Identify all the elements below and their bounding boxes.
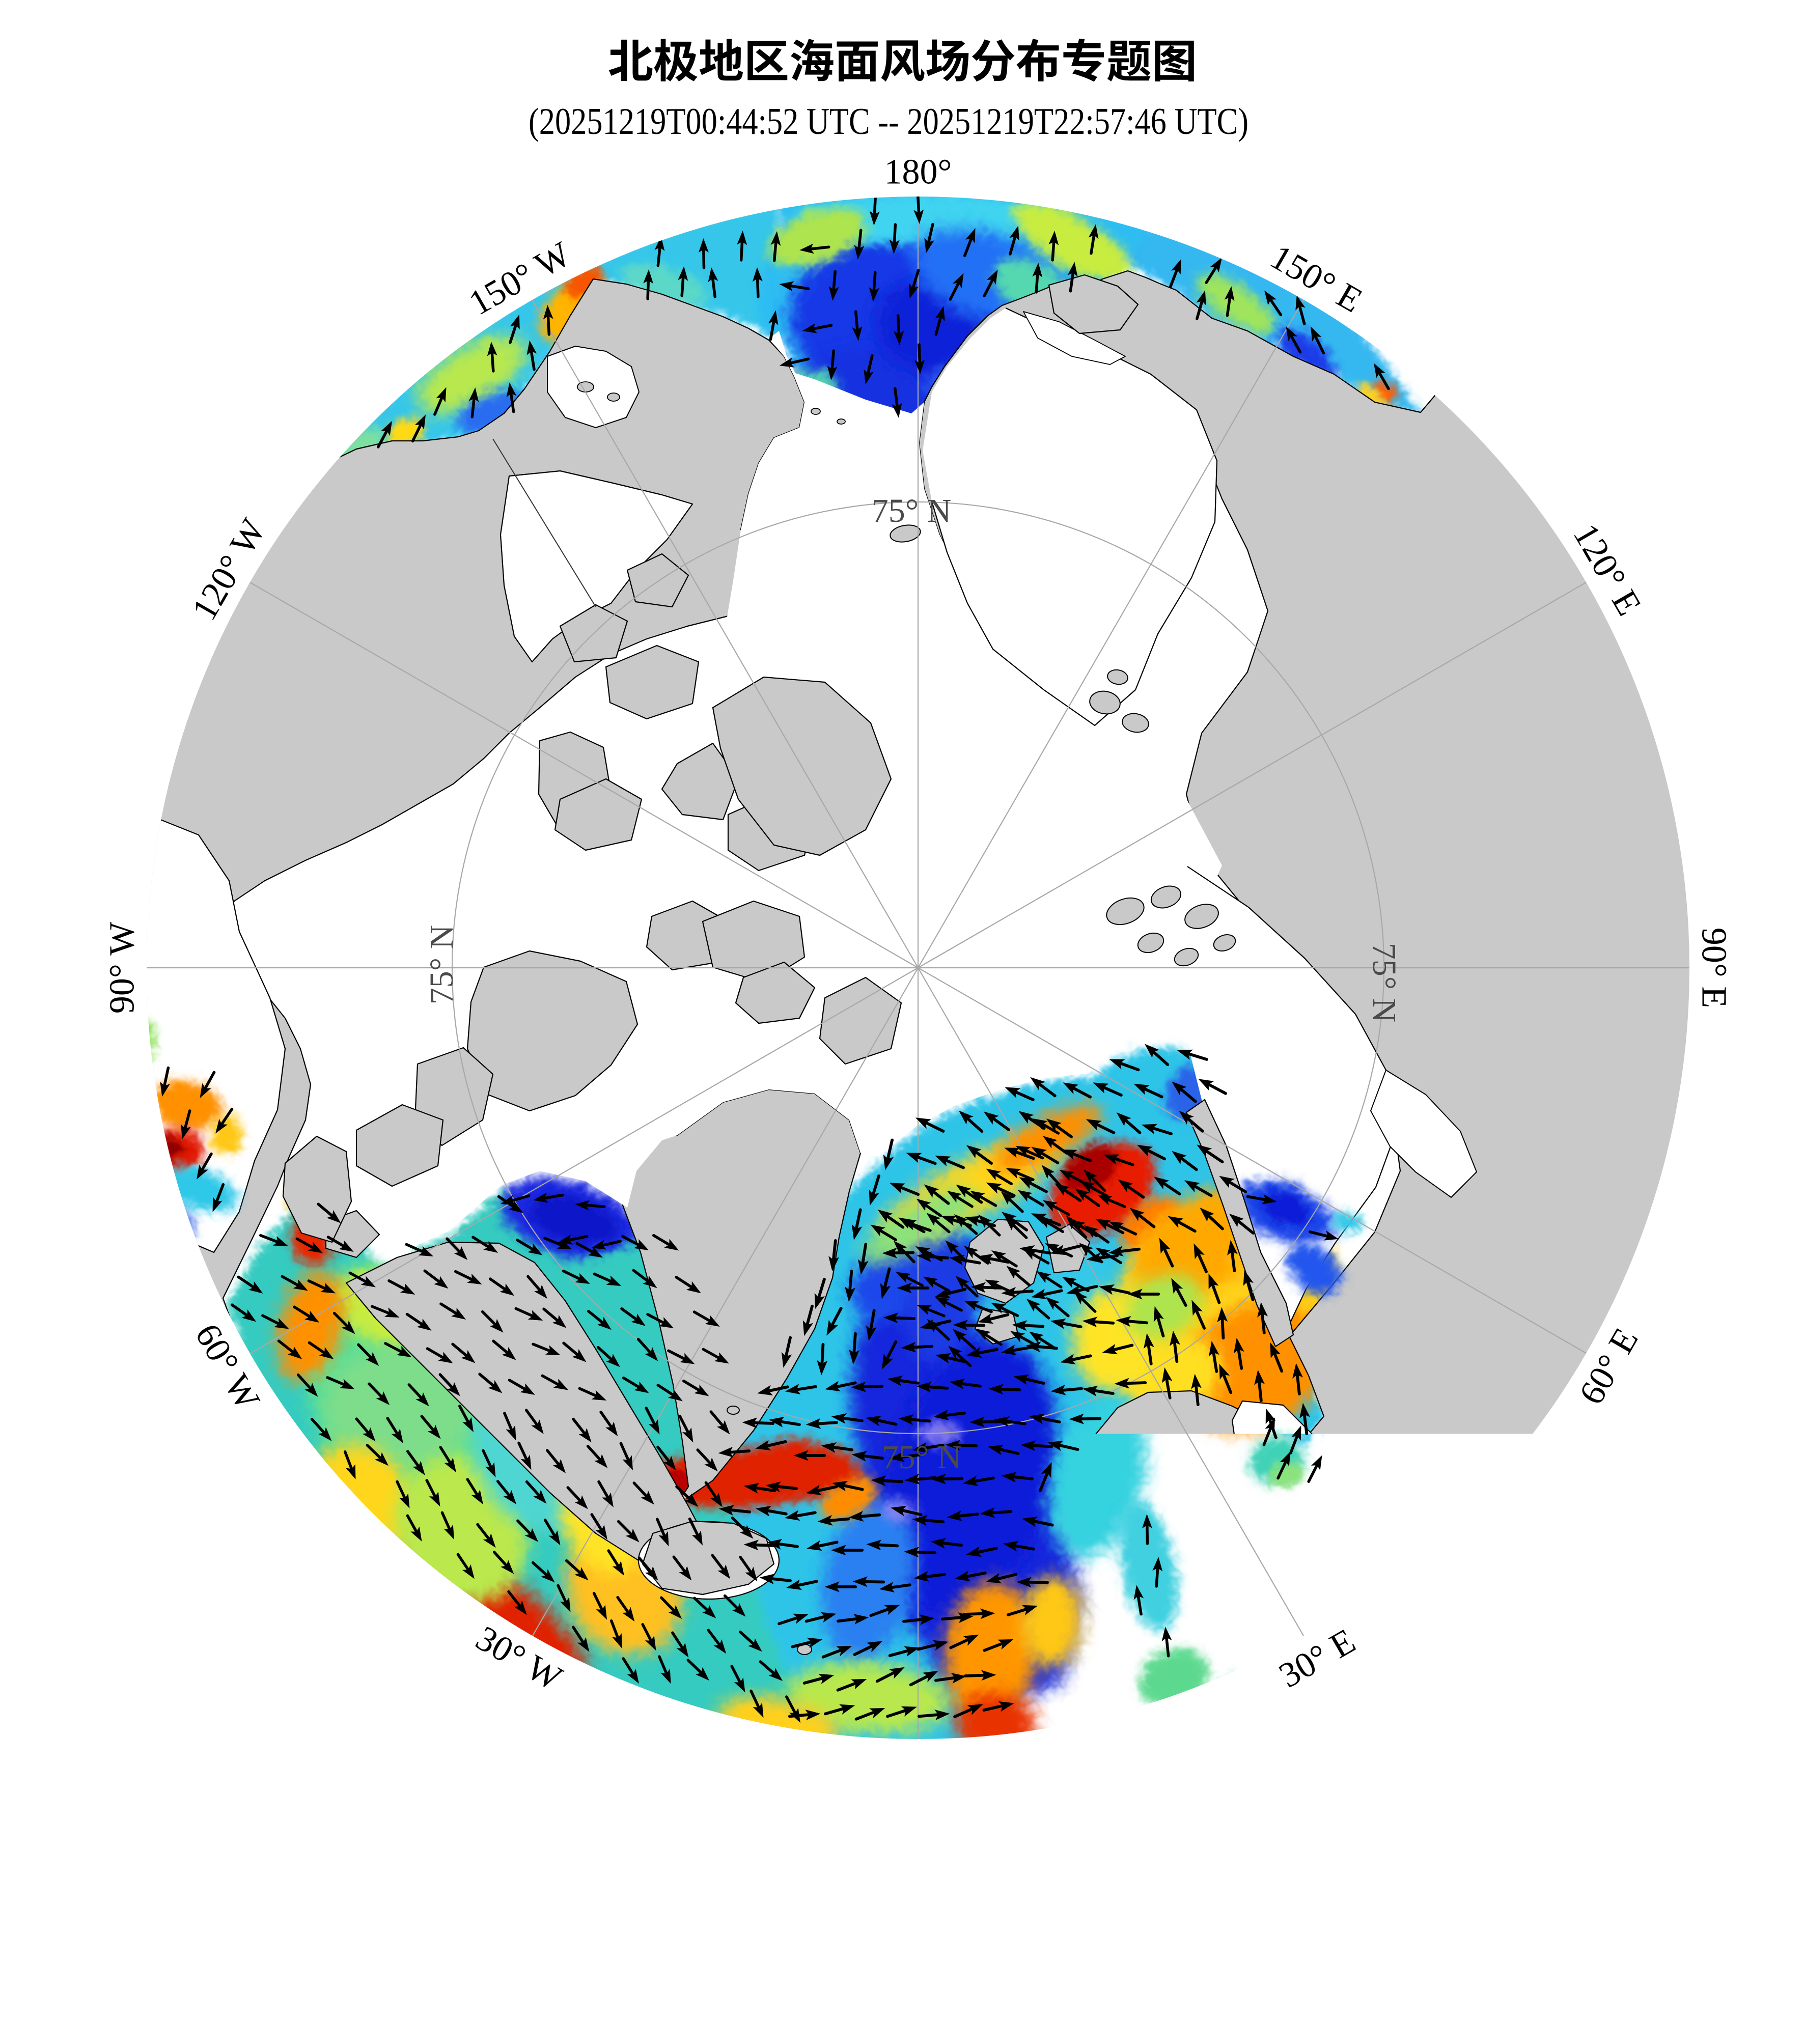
svg-text:18: 18 — [1134, 1851, 1168, 1888]
svg-text:15: 15 — [991, 1851, 1025, 1888]
svg-text:(20251219T00:44:52 UTC -- 2025: (20251219T00:44:52 UTC -- 20251219T22:57… — [529, 101, 1248, 143]
svg-text:0°: 0° — [902, 1746, 934, 1785]
svg-text:9: 9 — [714, 1851, 731, 1888]
svg-text:3: 3 — [429, 1851, 446, 1888]
svg-text:0: 0 — [286, 1851, 303, 1888]
svg-text:6: 6 — [572, 1851, 589, 1888]
svg-text:1:1,100,000: 1:1,100,000 — [876, 1982, 1032, 2018]
svg-text:2025: 2025 — [350, 1982, 415, 2018]
svg-text:12: 12 — [848, 1851, 882, 1888]
svg-text:90° E: 90° E — [1695, 928, 1734, 1008]
svg-text:75° N: 75° N — [882, 1439, 962, 1476]
svg-text:12: 12 — [448, 1982, 480, 2018]
svg-text:Lambert_Azimuthal_Equal_Area: Lambert_Azimuthal_Equal_Area — [876, 1914, 1315, 1950]
svg-text:: HY-2B: : HY-2B — [1566, 1914, 1676, 1950]
svg-text:180°: 180° — [884, 153, 952, 192]
svg-text:21: 21 — [1276, 1851, 1310, 1888]
svg-text:90° W: 90° W — [103, 922, 142, 1014]
svg-text:75° N: 75° N — [872, 492, 952, 529]
svg-text:75° N: 75° N — [423, 925, 460, 1005]
svg-text:20: 20 — [512, 1982, 545, 2018]
svg-text:≥24(m/s): ≥24(m/s) — [1418, 1851, 1541, 1888]
svg-text:75° N: 75° N — [1366, 943, 1403, 1023]
